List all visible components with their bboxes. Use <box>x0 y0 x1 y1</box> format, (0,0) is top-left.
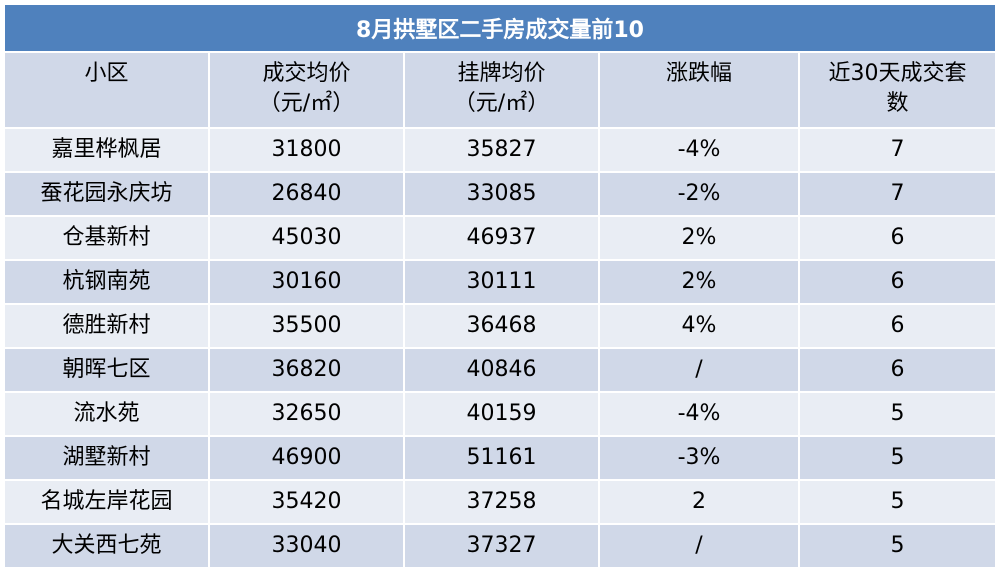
table-cell: 名城左岸花园 <box>5 481 210 525</box>
table-row: 德胜新村 35500 36468 4% 6 <box>5 305 995 349</box>
table-title: 8月拱墅区二手房成交量前10 <box>5 5 995 53</box>
table-row: 嘉里桦枫居 31800 35827 -4% 7 <box>5 129 995 173</box>
table-cell: 33085 <box>405 173 600 217</box>
table-cell: 德胜新村 <box>5 305 210 349</box>
table-cell: 2% <box>600 261 800 305</box>
table-cell: 7 <box>800 129 995 173</box>
table-cell: 朝晖七区 <box>5 349 210 393</box>
table-cell: 37327 <box>405 525 600 569</box>
header-cell: 近30天成交套 数 <box>800 53 995 129</box>
table-cell: 31800 <box>210 129 405 173</box>
table-cell: / <box>600 349 800 393</box>
table-cell: 6 <box>800 349 995 393</box>
table-row: 湖墅新村 46900 51161 -3% 5 <box>5 437 995 481</box>
table-row: 名城左岸花园 35420 37258 2 5 <box>5 481 995 525</box>
table-cell: 6 <box>800 217 995 261</box>
table: 8月拱墅区二手房成交量前10 小区 成交均价 （元/㎡） 挂牌均价 （元/㎡） 涨跌幅… <box>5 5 995 569</box>
table-cell: 2 <box>600 481 800 525</box>
header-cell: 成交均价 （元/㎡） <box>210 53 405 129</box>
table-row: 蚕花园永庆坊 26840 33085 -2% 7 <box>5 173 995 217</box>
table-cell: -3% <box>600 437 800 481</box>
table-cell: 30160 <box>210 261 405 305</box>
table-cell: -2% <box>600 173 800 217</box>
table-cell: 30111 <box>405 261 600 305</box>
header-cell: 挂牌均价 （元/㎡） <box>405 53 600 129</box>
table-cell: 蚕花园永庆坊 <box>5 173 210 217</box>
table-cell: 36468 <box>405 305 600 349</box>
table-cell: 37258 <box>405 481 600 525</box>
table-cell: 杭钢南苑 <box>5 261 210 305</box>
table-cell: 5 <box>800 525 995 569</box>
table-cell: 大关西七苑 <box>5 525 210 569</box>
table-cell: 流水苑 <box>5 393 210 437</box>
table-cell: 35500 <box>210 305 405 349</box>
table-cell: 7 <box>800 173 995 217</box>
header-row: 小区 成交均价 （元/㎡） 挂牌均价 （元/㎡） 涨跌幅 近30天成交套 数 <box>5 53 995 129</box>
table-cell: 33040 <box>210 525 405 569</box>
table-cell: / <box>600 525 800 569</box>
table-cell: -4% <box>600 129 800 173</box>
table-cell: 6 <box>800 305 995 349</box>
table-row: 大关西七苑 33040 37327/5 <box>5 525 995 569</box>
table-cell: 仓基新村 <box>5 217 210 261</box>
header-cell: 小区 <box>5 53 210 129</box>
table-cell: 32650 <box>210 393 405 437</box>
table-row: 朝晖七区 36820 40846/6 <box>5 349 995 393</box>
table-cell: 40846 <box>405 349 600 393</box>
table-cell: 2% <box>600 217 800 261</box>
table-cell: 51161 <box>405 437 600 481</box>
table-cell: -4% <box>600 393 800 437</box>
table-row: 流水苑 32650 40159 -4% 5 <box>5 393 995 437</box>
table-cell: 35827 <box>405 129 600 173</box>
table-cell: 6 <box>800 261 995 305</box>
table-cell: 26840 <box>210 173 405 217</box>
table-cell: 46900 <box>210 437 405 481</box>
table-cell: 5 <box>800 437 995 481</box>
table-cell: 46937 <box>405 217 600 261</box>
table-row: 杭钢南苑 30160 30111 2% 6 <box>5 261 995 305</box>
table-body: 嘉里桦枫居 31800 35827 -4% 7 蚕花园永庆坊 26840 33085 -2% 7 仓… <box>5 129 995 569</box>
table-row: 仓基新村 45030 46937 2% 6 <box>5 217 995 261</box>
table-cell: 45030 <box>210 217 405 261</box>
table-cell: 5 <box>800 393 995 437</box>
table-cell: 湖墅新村 <box>5 437 210 481</box>
header-cell: 涨跌幅 <box>600 53 800 129</box>
table-cell: 40159 <box>405 393 600 437</box>
table-cell: 5 <box>800 481 995 525</box>
table-cell: 36820 <box>210 349 405 393</box>
table-cell: 35420 <box>210 481 405 525</box>
table-cell: 嘉里桦枫居 <box>5 129 210 173</box>
table-cell: 4% <box>600 305 800 349</box>
